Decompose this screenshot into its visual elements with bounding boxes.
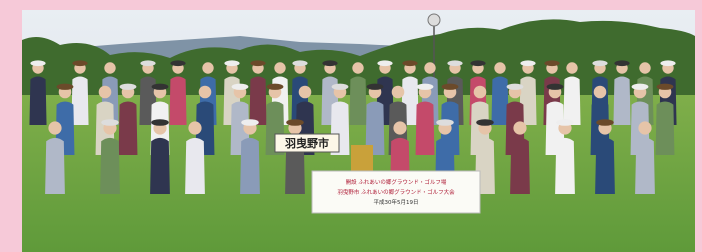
person-hat <box>507 84 524 90</box>
person-hat <box>442 84 459 90</box>
person-head <box>199 86 212 99</box>
person-hat <box>417 84 434 90</box>
person-hat <box>476 119 494 126</box>
person-body <box>150 138 170 194</box>
person-hat <box>120 84 137 90</box>
person-body <box>491 77 508 125</box>
sign-text: 羽曳野市 <box>285 136 329 150</box>
person-head <box>393 121 406 134</box>
person-body <box>169 77 186 125</box>
person-hat <box>547 84 564 90</box>
person-hat <box>30 60 45 66</box>
person-body <box>119 101 138 155</box>
person-head <box>99 86 112 99</box>
person-body <box>240 138 260 194</box>
person-hat <box>556 119 574 126</box>
person-head <box>104 62 115 73</box>
person-body <box>613 77 630 125</box>
person-hat <box>520 60 535 66</box>
banner-line: 羽曳野市 ふれあいの郷グラウンド・ゴルフ大会 <box>337 188 455 196</box>
person-body <box>510 138 530 194</box>
page: 羽曳野市 開設 ふれあいの郷グラウンド・ゴルフ場 羽曳野市 ふれあいの郷グラウン… <box>0 0 702 252</box>
person-body <box>71 77 88 125</box>
banner-date: 平成30年5月19日 <box>374 198 419 206</box>
person-hat <box>241 119 259 126</box>
person-head <box>48 121 61 134</box>
person-hat <box>140 60 155 66</box>
person-hat <box>170 60 185 66</box>
person-head <box>513 121 526 134</box>
person-body <box>656 101 675 155</box>
city-sign: 羽曳野市 <box>275 134 339 152</box>
person-hat <box>447 60 462 66</box>
person-hat <box>292 60 307 66</box>
person-hat <box>286 119 304 126</box>
person-body <box>185 138 205 194</box>
person-body <box>249 77 266 125</box>
person-head <box>494 62 505 73</box>
person-hat <box>377 60 392 66</box>
person-head <box>188 121 201 134</box>
banner: 開設 ふれあいの郷グラウンド・ゴルフ場 羽曳野市 ふれあいの郷グラウンド・ゴルフ… <box>312 171 480 213</box>
person-body <box>349 77 366 125</box>
person-hat <box>72 60 87 66</box>
person-hat <box>436 119 454 126</box>
person-body <box>555 138 575 194</box>
person-hat <box>57 84 74 90</box>
trophy <box>351 145 373 173</box>
person-body <box>100 138 120 194</box>
banner-line: 開設 ふれあいの郷グラウンド・ゴルフ場 <box>346 178 447 186</box>
person-hat <box>592 60 607 66</box>
clock <box>428 14 440 26</box>
person-head <box>566 62 577 73</box>
person-body <box>416 101 435 155</box>
person-hat <box>632 84 649 90</box>
person-hat <box>332 84 349 90</box>
person-hat <box>470 60 485 66</box>
person-body <box>29 77 46 125</box>
person-hat <box>402 60 417 66</box>
person-hat <box>232 84 249 90</box>
person-hat <box>101 119 119 126</box>
person-head <box>202 62 213 73</box>
person-hat <box>367 84 384 90</box>
person-hat <box>250 60 265 66</box>
person-hat <box>224 60 239 66</box>
person-head <box>638 121 651 134</box>
person-body <box>563 77 580 125</box>
person-hat <box>657 84 674 90</box>
person-body <box>635 138 655 194</box>
person-hat <box>322 60 337 66</box>
person-hat <box>152 84 169 90</box>
person-head <box>392 86 405 99</box>
person-hat <box>544 60 559 66</box>
person-hat <box>151 119 169 126</box>
person-head <box>274 62 285 73</box>
person-head <box>474 86 487 99</box>
group-photo: 羽曳野市 開設 ふれあいの郷グラウンド・ゴルフ場 羽曳野市 ふれあいの郷グラウン… <box>0 0 702 252</box>
person-body <box>45 138 65 194</box>
person-head <box>639 62 650 73</box>
person-head <box>424 62 435 73</box>
person-head <box>352 62 363 73</box>
person-body <box>595 138 615 194</box>
person-hat <box>660 60 675 66</box>
person-head <box>594 86 607 99</box>
person-hat <box>614 60 629 66</box>
person-hat <box>267 84 284 90</box>
person-hat <box>596 119 614 126</box>
person-head <box>299 86 312 99</box>
